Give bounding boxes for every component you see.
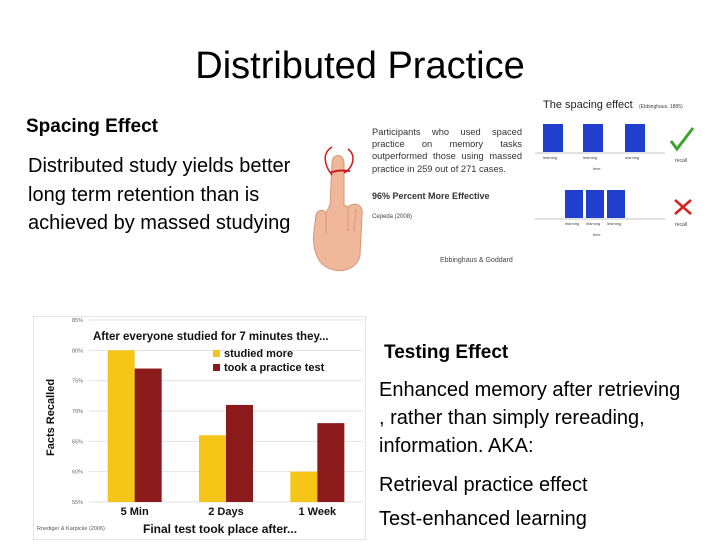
bar bbox=[134, 368, 162, 502]
bar bbox=[317, 423, 345, 502]
legend-label: took a practice test bbox=[224, 362, 325, 374]
spaced-block bbox=[583, 124, 603, 152]
x-tick-label: 5 Min bbox=[121, 506, 149, 518]
spaced-row: learning learning learning time recall bbox=[535, 124, 695, 171]
study-credit: Ebbinghaus & Goddard bbox=[440, 257, 513, 264]
spacing-effect-heading: Spacing Effect bbox=[26, 116, 158, 137]
bar bbox=[290, 471, 318, 502]
spacing-effect-description: Distributed study yields better long ter… bbox=[28, 155, 291, 234]
aka-list: Retrieval practice effect Test-enhanced … bbox=[379, 468, 588, 536]
chart-source: Roediger & Karpicke (2006) bbox=[37, 526, 105, 532]
description-line: , rather than simply rereading, bbox=[379, 407, 645, 429]
y-tick-label: 60% bbox=[72, 470, 83, 476]
spacing-figure-citation: (Ebbinghaus, 1885) bbox=[639, 104, 683, 110]
y-tick-label: 65% bbox=[72, 439, 83, 445]
spaced-label: learning bbox=[625, 155, 639, 160]
description-line: information. AKA: bbox=[379, 435, 534, 457]
massed-label: learning bbox=[586, 221, 600, 226]
time-label: time bbox=[593, 232, 601, 237]
legend-swatch bbox=[213, 364, 220, 371]
description-line: Enhanced memory after retrieving bbox=[379, 379, 681, 401]
cross-icon bbox=[674, 199, 692, 215]
massed-block bbox=[586, 190, 604, 218]
time-label: time bbox=[593, 166, 601, 171]
finger-string-image bbox=[313, 146, 363, 271]
spaced-label: learning bbox=[583, 155, 597, 160]
legend-label: studied more bbox=[224, 348, 293, 360]
massed-block bbox=[565, 190, 583, 218]
slide-title: Distributed Practice bbox=[195, 45, 525, 87]
testing-effect-description: Enhanced memory after retrieving , rathe… bbox=[379, 376, 719, 460]
y-tick-label: 70% bbox=[72, 409, 83, 415]
chart-svg: 85%80%75%70%65%60%55% 5 Min 2 Days 1 Week … bbox=[32, 315, 367, 541]
testing-effect-heading: Testing Effect bbox=[384, 342, 509, 363]
recall-label: recall bbox=[675, 222, 687, 228]
massed-label: learning bbox=[565, 221, 579, 226]
bar bbox=[226, 404, 253, 502]
y-tick-label: 75% bbox=[72, 379, 83, 385]
spacing-effect-figure: The spacing effect (Ebbinghaus, 1885) le… bbox=[535, 99, 695, 237]
spacing-figure-title: The spacing effect bbox=[543, 99, 633, 111]
bar bbox=[107, 350, 135, 502]
aka-item: Retrieval practice effect bbox=[379, 474, 588, 496]
chart-title: After everyone studied for 7 minutes the… bbox=[93, 331, 329, 343]
massed-row: learning learning learning time recall bbox=[535, 190, 692, 237]
y-tick-label: 80% bbox=[72, 348, 83, 354]
spaced-block bbox=[625, 124, 645, 152]
spaced-block bbox=[543, 124, 563, 152]
recall-label: recall bbox=[675, 158, 687, 164]
study-summary-text: Participants who used spaced practice on… bbox=[372, 127, 522, 174]
bar bbox=[199, 435, 226, 502]
x-tick-label: 1 Week bbox=[298, 506, 337, 518]
massed-label: learning bbox=[607, 221, 621, 226]
testing-effect-chart: 85% 80% 75% 70% 65% 60% 55% 5 Min 2 Days 1 Week … bbox=[32, 315, 367, 541]
y-axis-label: Facts Recalled bbox=[45, 379, 57, 456]
x-tick-label: 2 Days bbox=[208, 506, 243, 518]
x-axis-label: Final test took place after... bbox=[143, 522, 297, 536]
check-icon bbox=[669, 127, 695, 152]
y-tick-label: 85% bbox=[72, 318, 83, 324]
massed-block bbox=[607, 190, 625, 218]
aka-item: Test-enhanced learning bbox=[379, 508, 587, 530]
spaced-label: learning bbox=[543, 155, 557, 160]
study-highlight: 96% Percent More Effective bbox=[372, 191, 490, 201]
study-citation: Cepeda (2008) bbox=[372, 214, 413, 220]
legend-swatch bbox=[213, 350, 220, 357]
y-tick-label: 55% bbox=[72, 500, 83, 506]
